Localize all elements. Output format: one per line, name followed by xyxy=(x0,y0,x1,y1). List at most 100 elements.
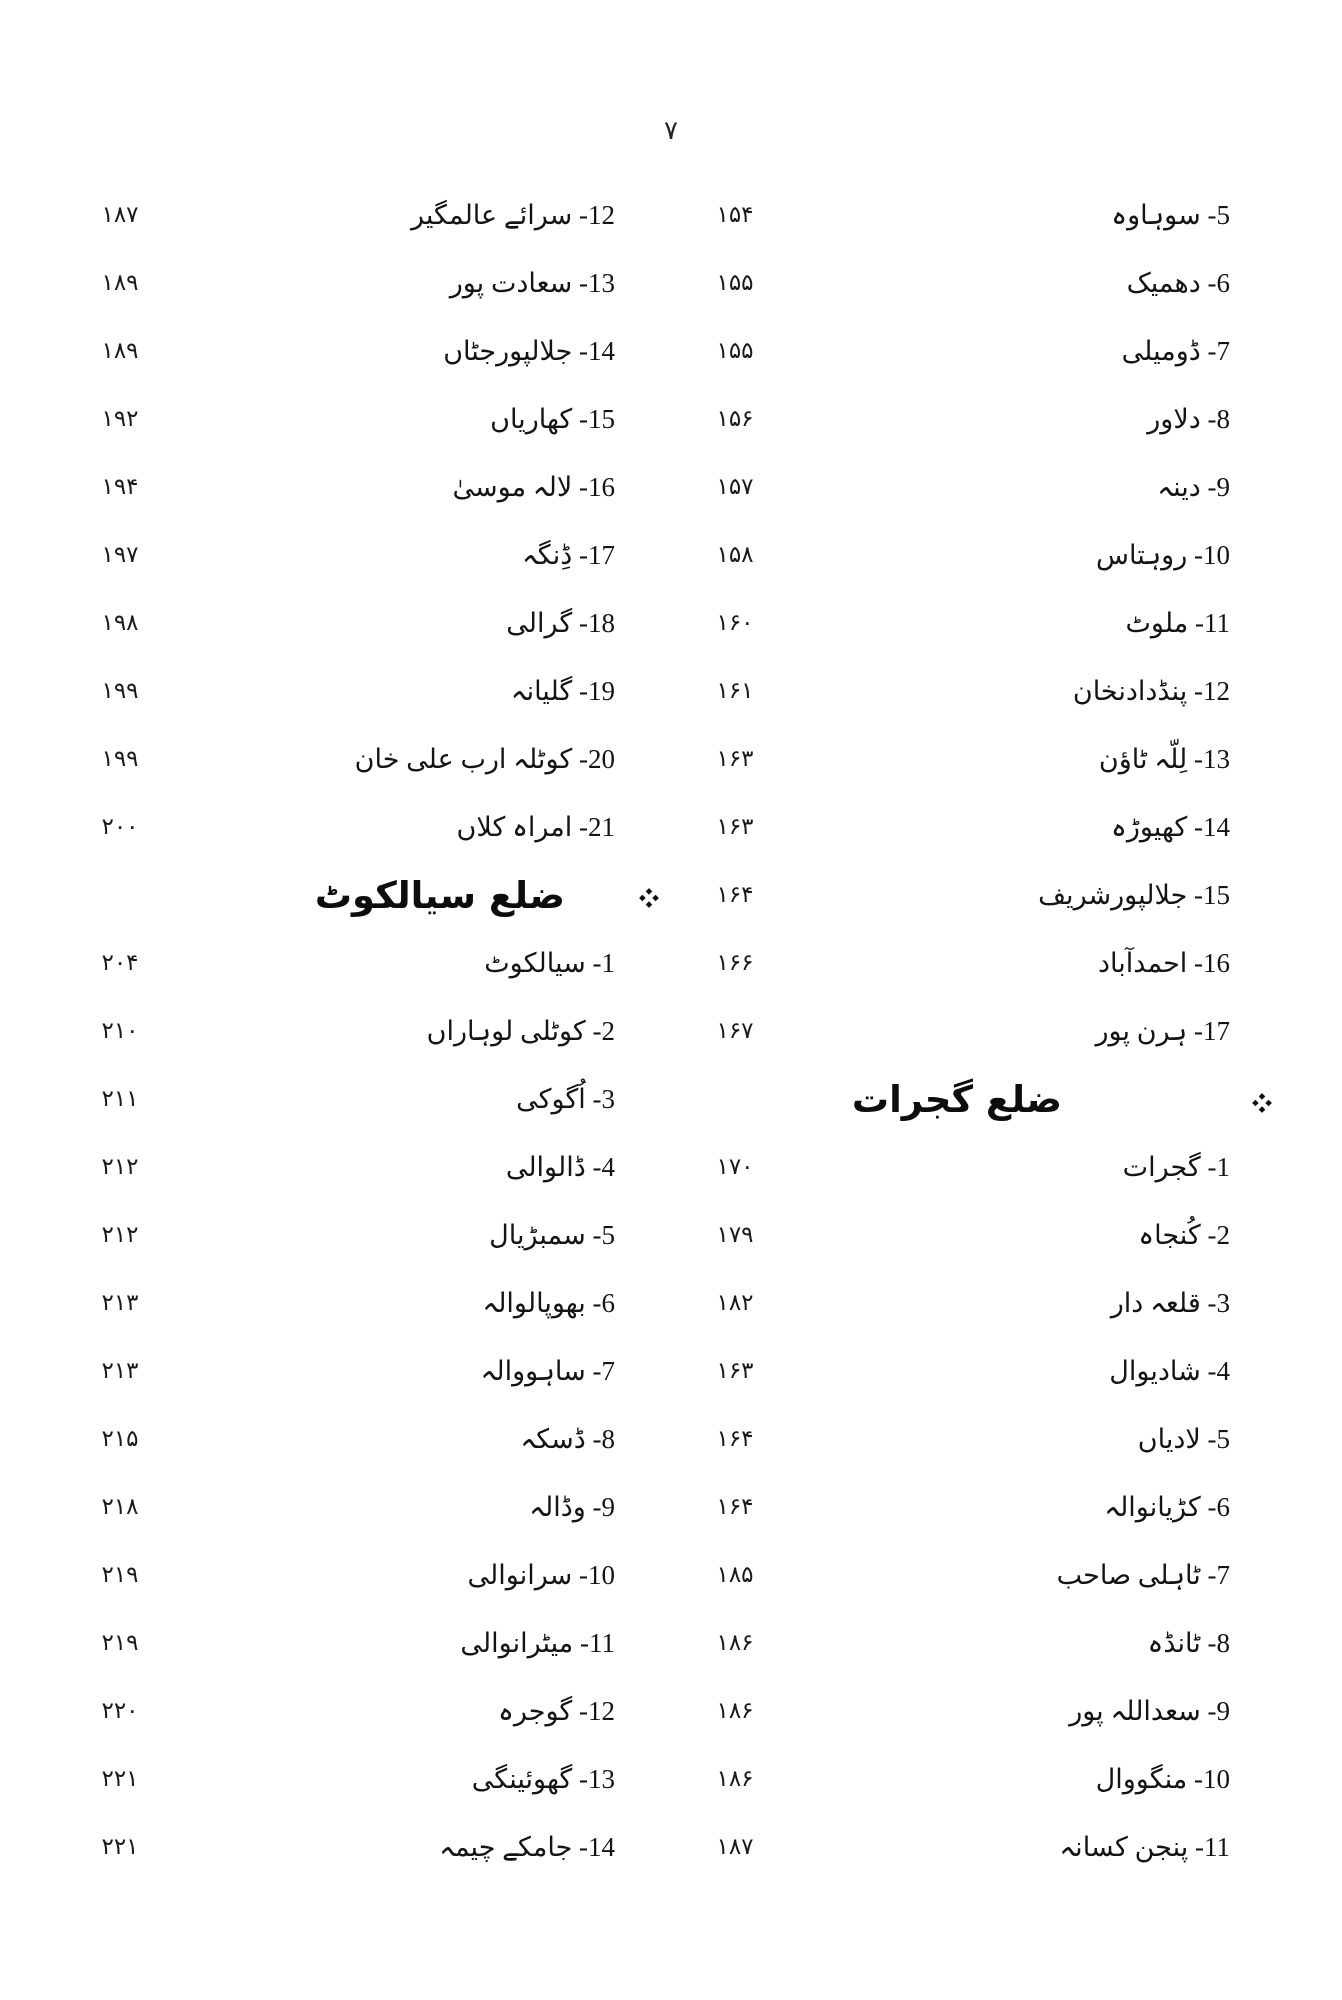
entry-text: 3- اُگوکی xyxy=(516,1083,615,1114)
entry-page-number: ۱۵۸ xyxy=(716,542,754,568)
entry-page-number: ۱۷۰ xyxy=(716,1154,754,1180)
toc-entry-row: 15- کھاریاں xyxy=(160,385,615,453)
entry-text: 8- ڈسکہ xyxy=(520,1423,615,1454)
entry-page-number: ۲۱۲ xyxy=(101,1222,139,1248)
entry-page-number: ۱۸۹ xyxy=(101,338,139,364)
entry-text: 10- منگووال xyxy=(1095,1763,1230,1794)
entry-text: 5- لادیاں xyxy=(1137,1423,1230,1454)
right-entries-column: 5- سوہاوہ 6- دھمیک 7- ڈومیلی 8- دلاور 9- دین… xyxy=(790,181,1230,1881)
toc-entry-row: 13- لِلّہ ٹاؤن xyxy=(790,725,1230,793)
entry-page-number: ۲۱۹ xyxy=(101,1562,139,1588)
toc-entry-row: 3- اُگوکی xyxy=(160,1065,615,1133)
entry-page-number: ۱۷۹ xyxy=(716,1222,754,1248)
toc-entry-row: 9- دینہ xyxy=(790,453,1230,521)
entry-text: 8- دلاور xyxy=(1147,403,1230,434)
entry-text: 10- روہتاس xyxy=(1096,539,1230,570)
entry-text: 1- گجرات xyxy=(1122,1151,1230,1182)
entry-text: 13- لِلّہ ٹاؤن xyxy=(1098,743,1230,774)
toc-entry-row: 7- ساہووالہ xyxy=(160,1337,615,1405)
entry-text: 8- ٹانڈہ xyxy=(1147,1627,1231,1658)
toc-entry-row: 13- سعادت پور xyxy=(160,249,615,317)
toc-entry-row: 9- وڈالہ xyxy=(160,1473,615,1541)
district-heading-row: ضلع سیالکوٹ xyxy=(160,861,615,929)
entry-page-number: ۱۹۲ xyxy=(101,406,139,432)
entry-text: 7- ٹاہلی صاحب xyxy=(1056,1559,1230,1590)
toc-entry-row: 10- سرانوالی xyxy=(160,1541,615,1609)
toc-entry-row: 20- کوٹلہ ارب علی خان xyxy=(160,725,615,793)
entry-page-number: ۱۵۵ xyxy=(716,270,754,296)
entry-page-number: ۱۹۷ xyxy=(101,542,139,568)
entry-text: 16- لالہ موسیٰ xyxy=(452,471,615,502)
entry-text: 3- قلعہ دار xyxy=(1110,1287,1230,1318)
district-heading: ضلع گجرات xyxy=(851,1077,1062,1121)
entry-page-number: ۲۲۰ xyxy=(101,1698,139,1724)
toc-entry-row: 8- دلاور xyxy=(790,385,1230,453)
toc-entry-row: 2- کُنجاہ xyxy=(790,1201,1230,1269)
entry-text: 10- سرانوالی xyxy=(467,1559,615,1590)
entry-page-number: ۱۸۹ xyxy=(101,270,139,296)
toc-entry-row: 5- لادیاں xyxy=(790,1405,1230,1473)
entry-page-number: ۲۱۹ xyxy=(101,1630,139,1656)
entry-text: 7- ڈومیلی xyxy=(1121,335,1230,366)
entry-page-number: ۲۱۰ xyxy=(101,1018,139,1044)
entry-page-number: ۱۶۰ xyxy=(716,610,754,636)
entry-text: 14- کھیوڑہ xyxy=(1111,811,1230,842)
entry-text: 15- کھاریاں xyxy=(490,403,615,434)
entry-page-number: ۱۵۷ xyxy=(716,474,754,500)
toc-entry-row: 1- گجرات xyxy=(790,1133,1230,1201)
entry-text: 7- ساہووالہ xyxy=(480,1355,615,1386)
toc-entry-row: 10- منگووال xyxy=(790,1745,1230,1813)
entry-page-number: ۱۶۳ xyxy=(716,814,754,840)
toc-entry-row: 7- ٹاہلی صاحب xyxy=(790,1541,1230,1609)
entry-text: 9- دینہ xyxy=(1157,471,1230,502)
entry-page-number: ۲۰۰ xyxy=(101,814,139,840)
entry-page-number: ۲۱۱ xyxy=(101,1086,139,1112)
entry-text: 12- سرائے عالمگیر xyxy=(411,199,615,230)
entry-page-number: ۱۶۴ xyxy=(716,1494,754,1520)
entry-page-number: ۱۶۱ xyxy=(716,678,754,704)
entry-page-number: ۱۸۵ xyxy=(716,1562,754,1588)
entry-page-number: ۱۸۶ xyxy=(716,1698,754,1724)
entry-page-number: ۲۱۲ xyxy=(101,1154,139,1180)
entry-page-number: ۲۰۴ xyxy=(101,950,139,976)
entry-page-number: ۱۶۳ xyxy=(716,1358,754,1384)
entry-page-number: ۱۶۳ xyxy=(716,746,754,772)
entry-page-number: ۱۹۹ xyxy=(101,746,139,772)
toc-entry-row: 21- امراہ کلاں xyxy=(160,793,615,861)
page-number-spacer xyxy=(75,861,165,929)
entry-page-number: ۱۸۷ xyxy=(101,202,139,228)
toc-entry-row: 4- ڈالوالی xyxy=(160,1133,615,1201)
entry-page-number: ۲۲۱ xyxy=(101,1766,139,1792)
toc-entry-row: 12- گوجرہ xyxy=(160,1677,615,1745)
entry-text: 4- شادیوال xyxy=(1109,1355,1230,1386)
entry-page-number: ۱۹۸ xyxy=(101,610,139,636)
district-heading-row: ضلع گجرات xyxy=(790,1065,1230,1133)
entry-text: 2- کُنجاہ xyxy=(1138,1219,1230,1250)
toc-entry-row: 14- کھیوڑہ xyxy=(790,793,1230,861)
toc-entry-row: 1- سیالکوٹ xyxy=(160,929,615,997)
entry-text: 12- پنڈدادنخان xyxy=(1072,675,1230,706)
right-pages-column: ۱۵۴ ۱۵۵ ۱۵۵ ۱۵۶ ۱۵۷ ۱۵۸ ۱۶۰ ۱۶۱ ۱۶۳ ۱۶۳ ۱۶۴ ۱۶۶ ۱۶۷ ۱… xyxy=(690,181,780,1881)
entry-page-number: ۲۱۳ xyxy=(101,1358,139,1384)
toc-entry-row: 6- دھمیک xyxy=(790,249,1230,317)
toc-entry-row: 6- بھوپالوالہ xyxy=(160,1269,615,1337)
entry-text: 6- دھمیک xyxy=(1126,267,1230,298)
entry-page-number: ۲۱۸ xyxy=(101,1494,139,1520)
entry-text: 5- سمبڑیال xyxy=(489,1219,615,1250)
entry-text: 12- گوجرہ xyxy=(498,1695,615,1726)
entry-page-number: ۲۱۳ xyxy=(101,1290,139,1316)
entry-page-number: ۱۶۴ xyxy=(716,1426,754,1452)
page-number-spacer xyxy=(690,1065,780,1133)
entry-text: 9- وڈالہ xyxy=(529,1491,615,1522)
entry-text: 17- ڈِنگہ xyxy=(521,539,615,570)
entry-page-number: ۱۵۵ xyxy=(716,338,754,364)
toc-entry-row: 12- سرائے عالمگیر xyxy=(160,181,615,249)
entry-text: 17- ہرن پور xyxy=(1095,1015,1230,1046)
entry-text: 11- ملوٹ xyxy=(1125,607,1230,638)
page-number: ۷ xyxy=(664,116,678,146)
toc-entry-row: 9- سعداللہ پور xyxy=(790,1677,1230,1745)
toc-entry-row: 2- کوٹلی لوہاراں xyxy=(160,997,615,1065)
entry-text: 1- سیالکوٹ xyxy=(484,947,615,978)
entry-page-number: ۱۹۹ xyxy=(101,678,139,704)
